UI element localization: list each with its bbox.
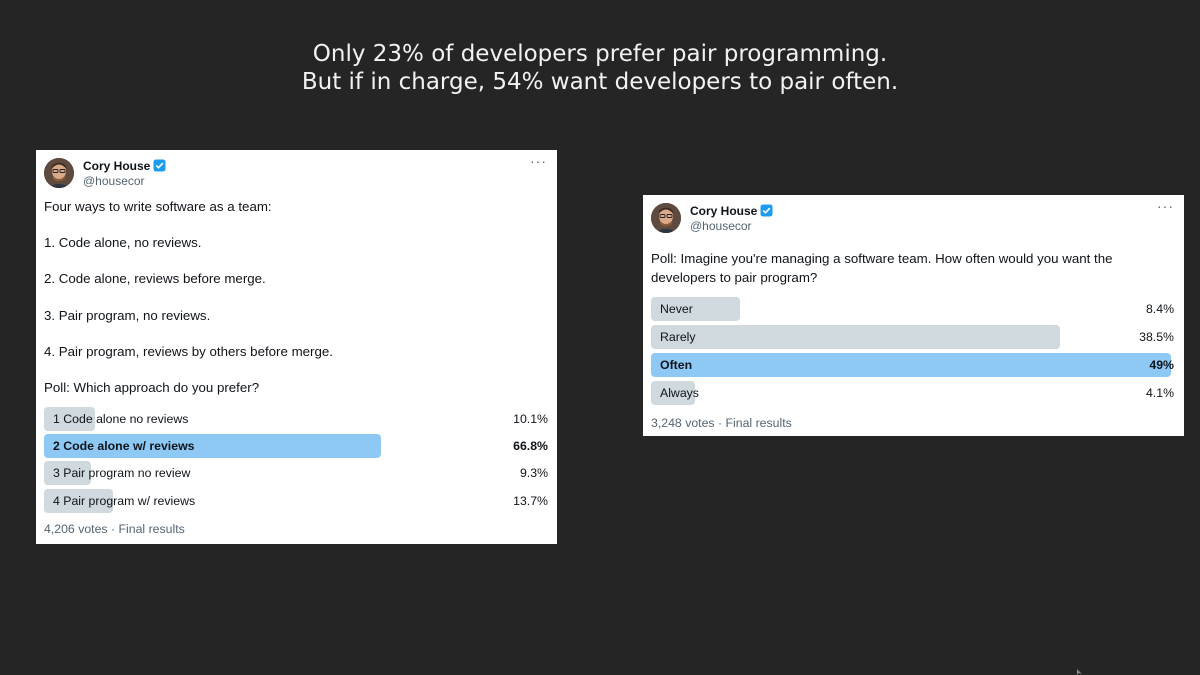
poll-option-label: 4 Pair program w/ reviews — [53, 494, 196, 508]
poll-option-label: 3 Pair program no review — [53, 466, 191, 480]
more-options-icon[interactable]: ··· — [530, 153, 547, 169]
tweet-text-line: 4. Pair program, reviews by others befor… — [44, 344, 333, 359]
poll-option: Rarely 38.5% — [651, 325, 1174, 349]
poll-option-label: Never — [660, 302, 693, 316]
poll-bar — [651, 381, 695, 405]
poll-meta: 4,206 votes · Final results — [44, 522, 185, 536]
verified-badge-icon — [153, 159, 166, 172]
tweet-text-line: 1. Code alone, no reviews. — [44, 235, 202, 250]
poll-option: 1 Code alone no reviews 10.1% — [44, 407, 548, 431]
poll-bar — [44, 461, 91, 485]
poll-option-label: 2 Code alone w/ reviews — [53, 439, 195, 453]
poll-bar — [651, 325, 1060, 349]
author-name[interactable]: Cory House — [83, 158, 151, 173]
poll-option-percent: 13.7% — [513, 494, 548, 508]
author-name[interactable]: Cory House — [690, 203, 758, 218]
poll-option-percent: 10.1% — [513, 412, 548, 426]
poll-option: 3 Pair program no review 9.3% — [44, 461, 548, 485]
poll-option-percent: 4.1% — [1145, 386, 1174, 400]
poll-option-label: Rarely — [660, 330, 696, 344]
avatar-photo-icon — [44, 158, 74, 188]
poll-option-percent: 9.3% — [519, 466, 548, 480]
avatar-photo-icon — [651, 203, 681, 233]
poll-option: 4 Pair program w/ reviews 13.7% — [44, 489, 548, 513]
verified-badge-icon — [760, 204, 773, 217]
poll-option: Always 4.1% — [651, 381, 1174, 405]
avatar[interactable] — [44, 158, 74, 188]
tweet-text-line: Four ways to write software as a team: — [44, 199, 272, 214]
tweet-text-line: Poll: Which approach do you prefer? — [44, 380, 260, 395]
poll-option-percent: 38.5% — [1139, 330, 1174, 344]
headline-line-1: Only 23% of developers prefer pair progr… — [312, 41, 888, 67]
poll-option-percent: 66.8% — [513, 439, 548, 453]
poll-bar — [44, 407, 95, 431]
poll-option: Never 8.4% — [651, 297, 1174, 321]
slide-headline: Only 23% of developers prefer pair progr… — [0, 40, 1200, 96]
poll-meta: 3,248 votes · Final results — [651, 416, 792, 430]
tweet-text-line: 2. Code alone, reviews before merge. — [44, 271, 266, 286]
poll-option: Often 49% — [651, 353, 1174, 377]
mouse-cursor-icon — [1077, 669, 1082, 675]
tweet-text-line: 3. Pair program, no reviews. — [44, 308, 211, 323]
poll-option-label: 1 Code alone no reviews — [53, 412, 189, 426]
poll-option-percent: 8.4% — [1145, 302, 1174, 316]
more-options-icon[interactable]: ··· — [1157, 198, 1174, 214]
headline-line-2: But if in charge, 54% want developers to… — [301, 69, 899, 95]
avatar[interactable] — [651, 203, 681, 233]
tweet-card-pair-preference[interactable]: Cory House @housecor ··· Four ways to wr… — [36, 150, 557, 544]
poll-option: 2 Code alone w/ reviews 66.8% — [44, 434, 548, 458]
poll-option-label: Often — [660, 358, 693, 372]
author-handle[interactable]: @housecor — [690, 219, 752, 233]
poll-option-percent: 49% — [1149, 358, 1174, 372]
tweet-card-manager-poll[interactable]: Cory House @housecor ··· Poll: Imagine y… — [643, 195, 1184, 436]
poll-bar — [651, 297, 741, 321]
tweet-text-line: Poll: Imagine you're managing a software… — [651, 251, 1113, 266]
tweet-text-line: developers to pair program? — [651, 270, 818, 285]
poll-bar — [44, 434, 381, 458]
poll-bar — [44, 489, 114, 513]
author-handle[interactable]: @housecor — [83, 174, 145, 188]
poll-bar — [651, 353, 1171, 377]
poll-option-label: Always — [660, 386, 699, 400]
